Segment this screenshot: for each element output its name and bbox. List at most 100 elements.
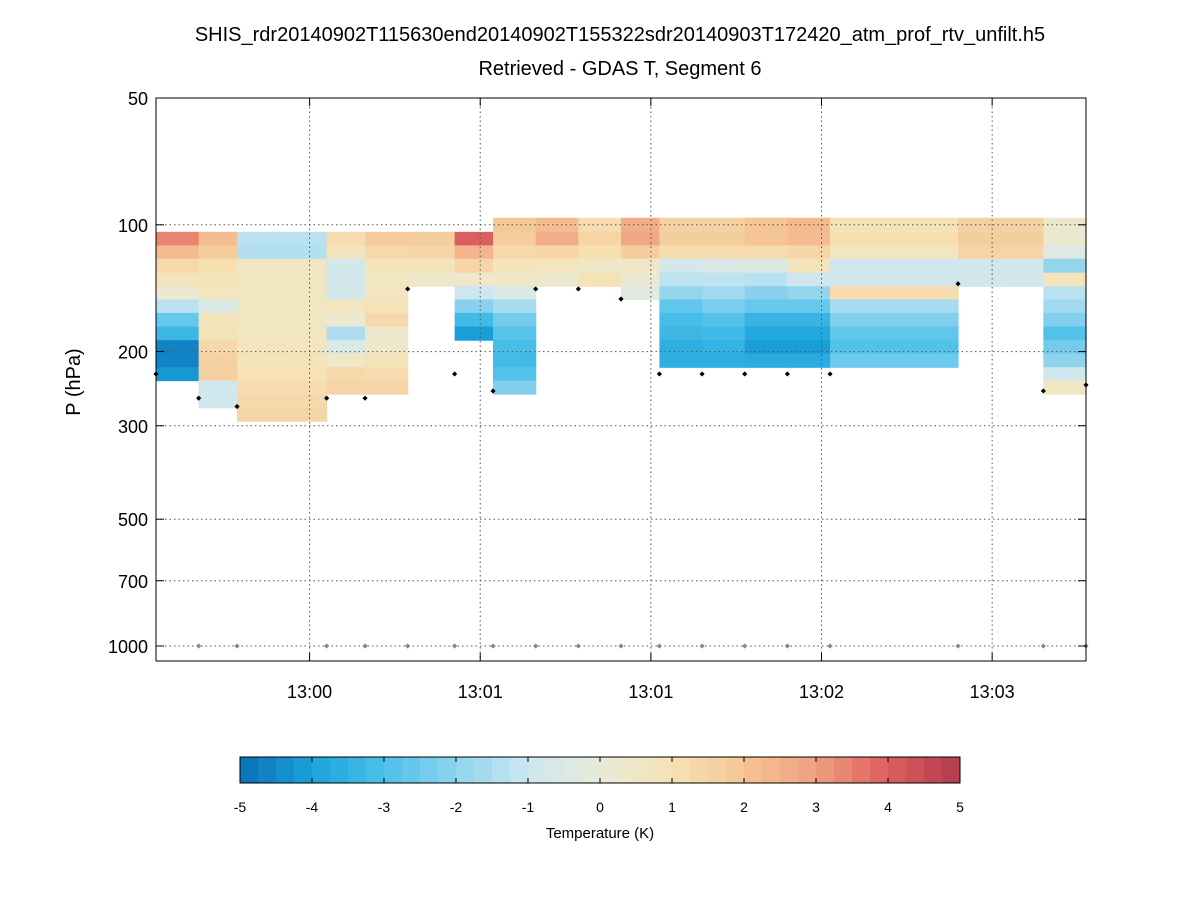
colorbar-tick-label: 5 [956,799,964,815]
heatmap-cell [578,231,622,247]
axis-ticks: 50 100 200 300 500 700 1000 13:00 13:01 13:01 13:0… [108,89,1086,702]
y-axis-label: P (hPa) [63,348,85,415]
heatmap-cell [744,286,788,301]
colorbar-swatch [708,757,727,783]
surface-marker [742,643,748,649]
profile-top-marker [784,371,790,377]
heatmap-cell [1043,231,1087,247]
heatmap-cell [326,312,366,328]
y-tick-label: 700 [118,572,148,592]
y-tick-label: 300 [118,417,148,437]
heatmap-cell [787,326,831,341]
heatmap-cell [326,380,366,395]
x-tick-label: 13:02 [799,682,844,702]
profile-top-marker [699,371,705,377]
heatmap-cell [659,258,703,274]
heatmap-cell [237,380,328,395]
heatmap-cell [493,286,537,301]
colorbar-swatch [546,757,565,783]
heatmap-cell [830,245,959,260]
heatmap-cell [326,258,366,274]
heatmap-cell [365,380,409,395]
profile-top-marker [1040,388,1046,394]
heatmap-cell [830,340,959,355]
heatmap-cell [787,340,831,355]
heatmap-cell [237,245,328,260]
heatmap-cell [744,217,788,233]
surface-marker [827,643,833,649]
heatmap-cell [198,299,238,314]
colorbar-swatch [672,757,691,783]
heatmap-cell [659,217,703,233]
surface-marker [234,643,240,649]
heatmap-cell [493,231,537,247]
heatmap-cell [365,231,409,247]
heatmap-cell [237,353,328,368]
heatmap-cell [830,286,959,301]
heatmap-cell [830,312,959,328]
heatmap-cell [493,380,537,395]
heatmap-cell [365,272,409,287]
colorbar-swatch [240,757,259,783]
heatmap-cell [787,299,831,314]
colorbar-swatch [636,757,655,783]
heatmap-cell [156,258,200,274]
heatmap-cell [787,231,831,247]
colorbar-swatch [762,757,781,783]
colorbar-swatch [690,757,709,783]
heatmap-cell [744,299,788,314]
heatmap-cell [1043,326,1087,341]
heatmap-cell [326,299,366,314]
heatmap-cell [365,312,409,328]
heatmap-cell [1043,272,1087,287]
heatmap-cell [156,231,200,247]
heatmap-cell [578,272,622,287]
heatmap-cell [493,312,537,328]
heatmap-cell [326,326,366,341]
colorbar-swatch [600,757,619,783]
heatmap-cell [535,258,579,274]
heatmap-cell [454,326,494,341]
heatmap-cell [493,217,537,233]
heatmap-cell [659,231,703,247]
heatmap-cell [198,394,238,409]
heatmap-cell [702,299,746,314]
heatmap-cell [365,340,409,355]
colorbar-ticks: -5 -4 -3 -2 -1 0 1 2 3 4 5 [234,757,964,815]
heatmap-cell [659,353,703,368]
heatmap-cell [659,245,703,260]
colorbar-tick-label: 3 [812,799,820,815]
heatmap-cell [365,286,409,301]
surface-marker [324,643,330,649]
colorbar-swatch [744,757,763,783]
heatmap-cell [365,326,409,341]
chart-subtitle: Retrieved - GDAS T, Segment 6 [478,58,761,80]
heatmap-cell [198,380,238,395]
heatmap-cell [237,286,328,301]
heatmap-cell [744,353,788,368]
heatmap-cell [237,272,328,287]
heatmap-cell [198,245,238,260]
heatmap-cell [702,245,746,260]
heatmap-cell [1043,340,1087,355]
x-tick-label: 13:01 [458,682,503,702]
colorbar-swatch [834,757,853,783]
heatmap-cell [659,272,703,287]
y-tick-label: 100 [118,216,148,236]
colorbar-swatch [420,757,439,783]
heatmap-cell [493,326,537,341]
profile-top-marker [234,403,240,410]
heatmap-cell [659,340,703,355]
y-tick-label: 50 [128,89,148,109]
colorbar-swatch [348,757,367,783]
heatmap-cell [407,272,456,287]
heatmap-cell [744,272,788,287]
heatmap-cell [744,312,788,328]
heatmap-cell [156,245,200,260]
heatmap-cell [326,286,366,301]
heatmap-cell [237,312,328,328]
surface-marker [656,643,662,649]
heatmap-cell [702,326,746,341]
heatmap-cell [830,231,959,247]
